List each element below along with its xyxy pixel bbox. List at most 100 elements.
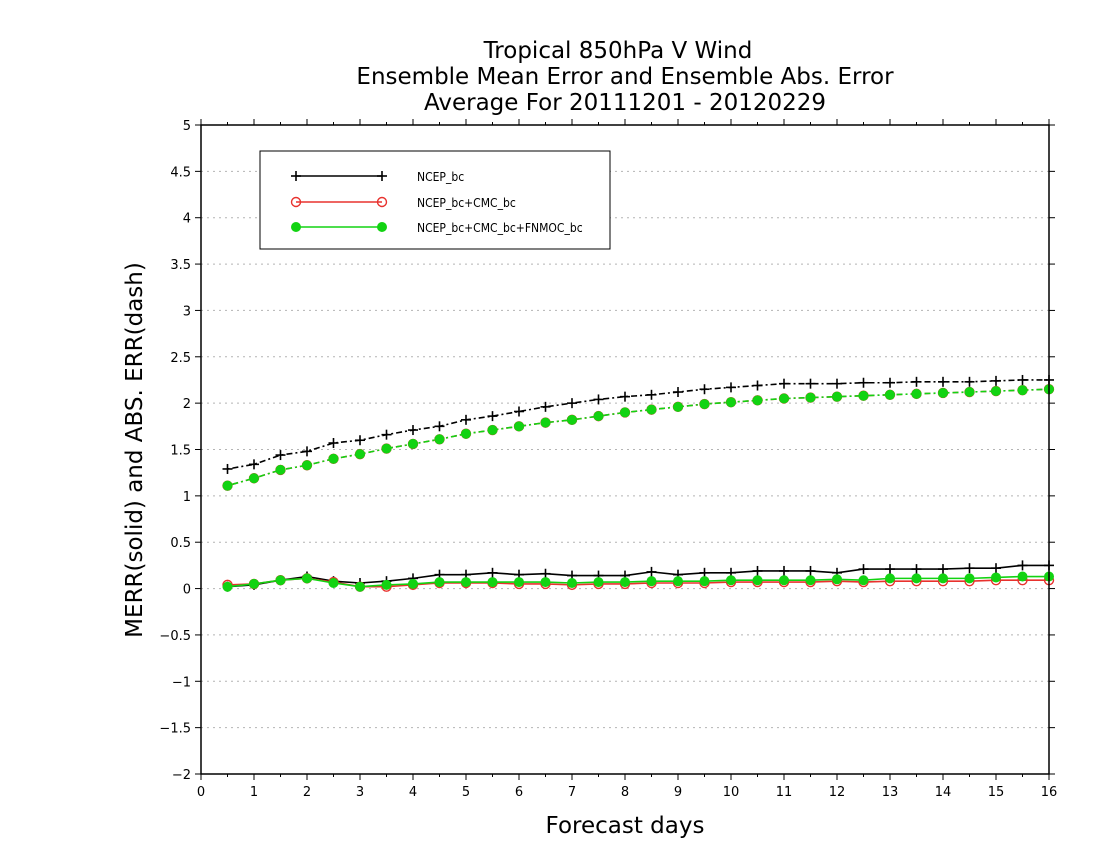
x-tick-label: 10 <box>723 785 740 800</box>
abs-err-point-ncep-bc <box>858 377 869 388</box>
series-ncep-bc <box>222 374 1054 592</box>
x-tick-label: 6 <box>515 785 523 800</box>
x-tick-label: 2 <box>303 785 311 800</box>
merr-point-ncep-bc <box>805 565 816 576</box>
x-tick-label: 13 <box>882 785 899 800</box>
abs-err-point-ncep-bc-cmc-bc-fnmoc-bc <box>699 399 710 410</box>
x-axis-label: Forecast days <box>546 813 705 839</box>
abs-err-point-ncep-bc <box>1017 374 1028 385</box>
axis-ticks <box>195 119 1055 780</box>
series-ncep-bc-cmc-bc-fnmoc-bc <box>222 384 1054 592</box>
abs-err-point-ncep-bc <box>461 414 471 425</box>
abs-err-point-ncep-bc <box>434 421 445 432</box>
abs-err-point-ncep-bc-cmc-bc-fnmoc-bc <box>249 473 259 484</box>
merr-point-ncep-bc <box>646 566 657 577</box>
abs-err-point-ncep-bc-cmc-bc-fnmoc-bc <box>593 411 604 422</box>
merr-point-ncep-bc <box>699 567 710 578</box>
abs-err-point-ncep-bc-cmc-bc-fnmoc-bc <box>381 443 392 454</box>
y-tick-label: −0.5 <box>159 629 191 644</box>
abs-err-point-ncep-bc-cmc-bc-fnmoc-bc <box>938 387 948 398</box>
abs-err-point-ncep-bc-cmc-bc-fnmoc-bc <box>726 397 736 408</box>
abs-err-line-ncep-bc-cmc-bc-fnmoc-bc <box>227 388 1050 487</box>
chart-title: Tropical 850hPa V Wind Ensemble Mean Err… <box>356 38 894 116</box>
y-tick-label: 3.5 <box>170 258 191 273</box>
x-tick-label: 7 <box>568 785 576 800</box>
merr-point-ncep-bc <box>911 564 922 575</box>
merr-point-ncep-bc-cmc-bc-fnmoc-bc <box>381 579 392 590</box>
merr-point-ncep-bc-cmc-bc-fnmoc-bc <box>832 574 842 585</box>
abs-err-point-ncep-bc-cmc-bc-fnmoc-bc <box>222 480 233 491</box>
abs-err-point-ncep-bc <box>593 394 604 405</box>
merr-point-ncep-bc-cmc-bc-fnmoc-bc <box>726 575 736 586</box>
chart-title-line-1: Tropical 850hPa V Wind <box>483 38 753 64</box>
legend: NCEP_bc NCEP_bc+CMC_bc NCEP_bc+CMC_bc+FNMO… <box>259 150 611 250</box>
legend-label: NCEP_bc <box>417 170 464 184</box>
legend-entry: NCEP_bc+CMC_bc+FNMOC_bc <box>291 221 583 235</box>
y-tick-label: 2.5 <box>170 351 191 366</box>
merr-point-ncep-bc-cmc-bc-fnmoc-bc <box>673 576 683 587</box>
abs-err-point-ncep-bc <box>249 459 259 470</box>
abs-err-point-ncep-bc-cmc-bc-fnmoc-bc <box>858 390 869 401</box>
abs-err-point-ncep-bc-cmc-bc-fnmoc-bc <box>514 421 524 432</box>
merr-point-ncep-bc-cmc-bc-fnmoc-bc <box>752 575 763 586</box>
merr-point-ncep-bc-cmc-bc-fnmoc-bc <box>646 576 657 587</box>
merr-point-ncep-bc-cmc-bc-fnmoc-bc <box>779 575 789 586</box>
abs-err-point-ncep-bc-cmc-bc-fnmoc-bc <box>964 387 975 398</box>
abs-err-point-ncep-bc <box>673 387 683 398</box>
y-tick-label: −1.5 <box>159 722 191 737</box>
x-tick-label: 1 <box>250 785 258 800</box>
abs-err-point-ncep-bc <box>726 382 736 393</box>
abs-err-point-ncep-bc <box>487 411 498 422</box>
x-tick-label: 16 <box>1041 785 1058 800</box>
abs-err-point-ncep-bc <box>779 378 789 389</box>
abs-err-line-ncep-bc-cmc-bc <box>227 388 1050 487</box>
abs-err-point-ncep-bc <box>752 380 763 391</box>
legend-box <box>259 150 611 250</box>
merr-point-ncep-bc <box>1017 560 1028 571</box>
abs-err-point-ncep-bc-cmc-bc-fnmoc-bc <box>567 414 577 425</box>
abs-err-point-ncep-bc-cmc-bc-fnmoc-bc <box>673 401 683 412</box>
abs-err-point-ncep-bc <box>938 376 948 387</box>
legend-label: NCEP_bc+CMC_bc <box>417 196 516 210</box>
abs-err-point-ncep-bc-cmc-bc-fnmoc-bc <box>991 386 1001 397</box>
abs-err-point-ncep-bc <box>408 425 418 436</box>
x-tick-label: 3 <box>356 785 364 800</box>
merr-point-ncep-bc-cmc-bc-fnmoc-bc <box>991 572 1001 583</box>
abs-err-point-ncep-bc <box>911 376 922 387</box>
abs-err-point-ncep-bc-cmc-bc-fnmoc-bc <box>620 407 630 418</box>
legend-marker <box>377 171 387 181</box>
merr-point-ncep-bc-cmc-bc-fnmoc-bc <box>620 577 630 588</box>
y-tick-label: 5 <box>183 119 191 134</box>
merr-point-ncep-bc-cmc-bc-fnmoc-bc <box>302 573 312 584</box>
x-tick-label: 11 <box>776 785 793 800</box>
abs-err-point-ncep-bc <box>275 450 286 461</box>
y-axis-label: MERR(solid) and ABS. ERR(dash) <box>122 262 148 638</box>
merr-point-ncep-bc-cmc-bc-fnmoc-bc <box>275 575 286 586</box>
legend-marker <box>291 171 301 181</box>
chart-title-line-2: Ensemble Mean Error and Ensemble Abs. Er… <box>356 64 894 90</box>
merr-point-ncep-bc <box>540 568 551 579</box>
y-tick-label: −1 <box>172 675 191 690</box>
merr-point-ncep-bc <box>938 564 948 575</box>
abs-err-point-ncep-bc <box>355 435 365 446</box>
x-tick-label: 4 <box>409 785 417 800</box>
merr-point-ncep-bc-cmc-bc-fnmoc-bc <box>249 578 259 589</box>
x-tick-labels: 0 1 2 3 4 5 6 7 8 9 10 11 12 13 14 15 16 <box>197 785 1057 800</box>
y-tick-labels: −2 −1.5 −1 −0.5 0 0.5 1 1.5 2 2.5 3 3.5 4 4.5 5 <box>159 119 191 783</box>
chart-title-line-3: Average For 20111201 - 20120229 <box>424 90 826 116</box>
abs-err-point-ncep-bc <box>567 398 577 409</box>
merr-point-ncep-bc-cmc-bc-fnmoc-bc <box>805 575 816 586</box>
abs-err-point-ncep-bc <box>991 375 1001 386</box>
merr-point-ncep-bc-cmc-bc-fnmoc-bc <box>1017 571 1028 582</box>
abs-err-point-ncep-bc-cmc-bc-fnmoc-bc <box>275 464 286 475</box>
x-tick-label: 12 <box>829 785 846 800</box>
merr-point-ncep-bc <box>885 564 895 575</box>
legend-marker <box>376 196 388 208</box>
abs-err-point-ncep-bc-cmc-bc-fnmoc-bc <box>487 425 498 436</box>
abs-err-point-ncep-bc-cmc-bc-fnmoc-bc <box>832 391 842 402</box>
abs-err-point-ncep-bc-cmc-bc-fnmoc-bc <box>911 388 922 399</box>
merr-point-ncep-bc <box>487 567 498 578</box>
merr-point-ncep-bc <box>991 563 1001 574</box>
merr-point-ncep-bc-cmc-bc-fnmoc-bc <box>938 573 948 584</box>
